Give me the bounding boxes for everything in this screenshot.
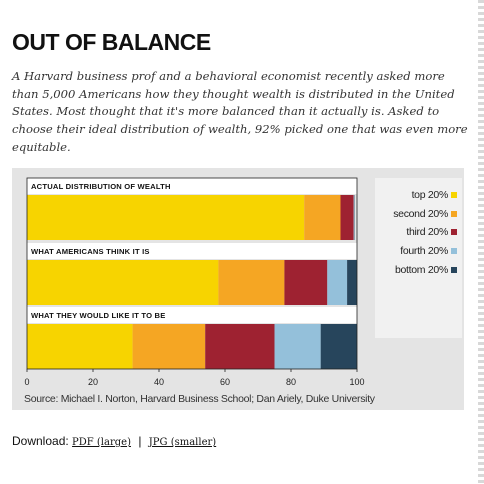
chart-legend: top 20% second 20% third 20% fourth 20% bott… xyxy=(375,186,457,279)
x-tick-label: 100 xyxy=(349,377,364,387)
bar-segment xyxy=(347,260,357,305)
x-tick-label: 80 xyxy=(286,377,296,387)
bar-segment xyxy=(27,260,219,305)
bar-segment xyxy=(340,195,354,240)
intro-text: A Harvard business prof and a behavioral… xyxy=(12,69,468,154)
legend-item: second 20% xyxy=(375,205,457,224)
category-label: WHAT AMERICANS THINK IT IS xyxy=(31,247,150,256)
legend-swatch xyxy=(451,210,457,217)
legend-item: third 20% xyxy=(375,223,457,242)
page-edge xyxy=(478,0,484,484)
legend-label: top 20% xyxy=(411,189,449,202)
bar-segment xyxy=(218,260,285,305)
legend-item: top 20% xyxy=(375,186,457,205)
download-label: Download: xyxy=(12,434,69,448)
bar-segment xyxy=(132,324,206,369)
bar-segment xyxy=(27,324,133,369)
legend-label: second 20% xyxy=(393,207,448,220)
download-separator: | xyxy=(138,434,142,448)
bar-segment xyxy=(27,195,305,240)
chart-source: Source: Michael I. Norton, Harvard Busin… xyxy=(24,393,375,405)
bar-segment xyxy=(284,260,328,305)
jpg-download-link[interactable]: JPG (smaller) xyxy=(148,437,217,448)
category-band xyxy=(27,307,357,323)
bar-segment xyxy=(205,324,275,369)
legend-label: third 20% xyxy=(406,226,448,239)
x-tick-label: 60 xyxy=(220,377,230,387)
x-tick-label: 20 xyxy=(88,377,98,387)
legend-swatch xyxy=(451,229,457,236)
legend-item: fourth 20% xyxy=(375,242,457,261)
legend-swatch xyxy=(451,192,457,199)
pdf-download-link[interactable]: PDF (large) xyxy=(72,437,131,448)
legend-label: fourth 20% xyxy=(400,245,448,258)
bar-segment xyxy=(327,260,348,305)
category-label: ACTUAL DISTRIBUTION OF WEALTH xyxy=(31,182,171,191)
plot-frame xyxy=(26,177,358,370)
legend-swatch xyxy=(451,266,457,273)
bar-segment xyxy=(353,195,355,240)
stacked-bar-chart: ACTUAL DISTRIBUTION OF WEALTH WHAT AMERIC… xyxy=(24,177,365,387)
category-band xyxy=(27,243,357,259)
download-links: Download: PDF (large) | JPG (smaller) xyxy=(12,434,216,448)
legend-swatch xyxy=(451,248,457,255)
category-label: WHAT THEY WOULD LIKE IT TO BE xyxy=(31,311,165,320)
bar-segment xyxy=(274,324,321,369)
page-title: OUT OF BALANCE xyxy=(12,29,211,55)
category-band xyxy=(27,178,357,194)
bar-segment xyxy=(320,324,357,369)
legend-label: bottom 20% xyxy=(394,263,448,276)
legend-box xyxy=(375,178,462,338)
legend-item: bottom 20% xyxy=(375,260,457,279)
x-tick-label: 0 xyxy=(24,377,29,387)
bar-segment xyxy=(304,195,341,240)
x-tick-label: 40 xyxy=(154,377,164,387)
